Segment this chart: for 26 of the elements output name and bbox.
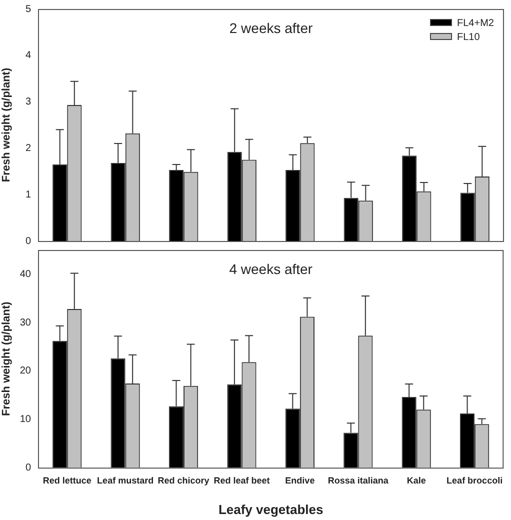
text: 2 weeks after (229, 20, 313, 36)
y-tick-label: 30 (20, 317, 32, 328)
y-axis-title: Fresh weight (g/plant) (0, 301, 13, 416)
x-tick-label: Red lettuce (42, 475, 92, 486)
y-tick-label: 4 (25, 50, 32, 62)
x-tick-label: Leaf mustard (97, 475, 154, 486)
y-tick-label: 40 (20, 268, 32, 280)
x-tick-label: Red chicory (158, 475, 210, 486)
legend-label: FL10 (457, 32, 480, 43)
text: 4 weeks after (229, 260, 313, 277)
x-tick-label: Kale (406, 475, 426, 486)
y-tick-label: 2 (25, 142, 32, 154)
y-tick-label: 1 (25, 189, 32, 200)
x-tick-label: Rossa italiana (328, 475, 390, 486)
y-tick-label: 10 (20, 414, 32, 425)
x-tick-label: Leaf broccoli (446, 475, 503, 486)
y-tick-label: 5 (25, 4, 32, 15)
y-tick-label: 20 (20, 366, 32, 377)
y-tick-label: 0 (25, 462, 32, 474)
x-axis-title: Leafy vegetables (218, 502, 324, 517)
y-axis-title: Fresh weight (g/plant) (0, 68, 13, 182)
x-tick-label: Endive (285, 475, 315, 486)
x-tick-label: Red leaf beet (214, 475, 270, 486)
legend-label: FL4+M2 (457, 18, 494, 29)
y-tick-label: 3 (25, 96, 32, 108)
y-tick-label: 0 (25, 236, 32, 247)
